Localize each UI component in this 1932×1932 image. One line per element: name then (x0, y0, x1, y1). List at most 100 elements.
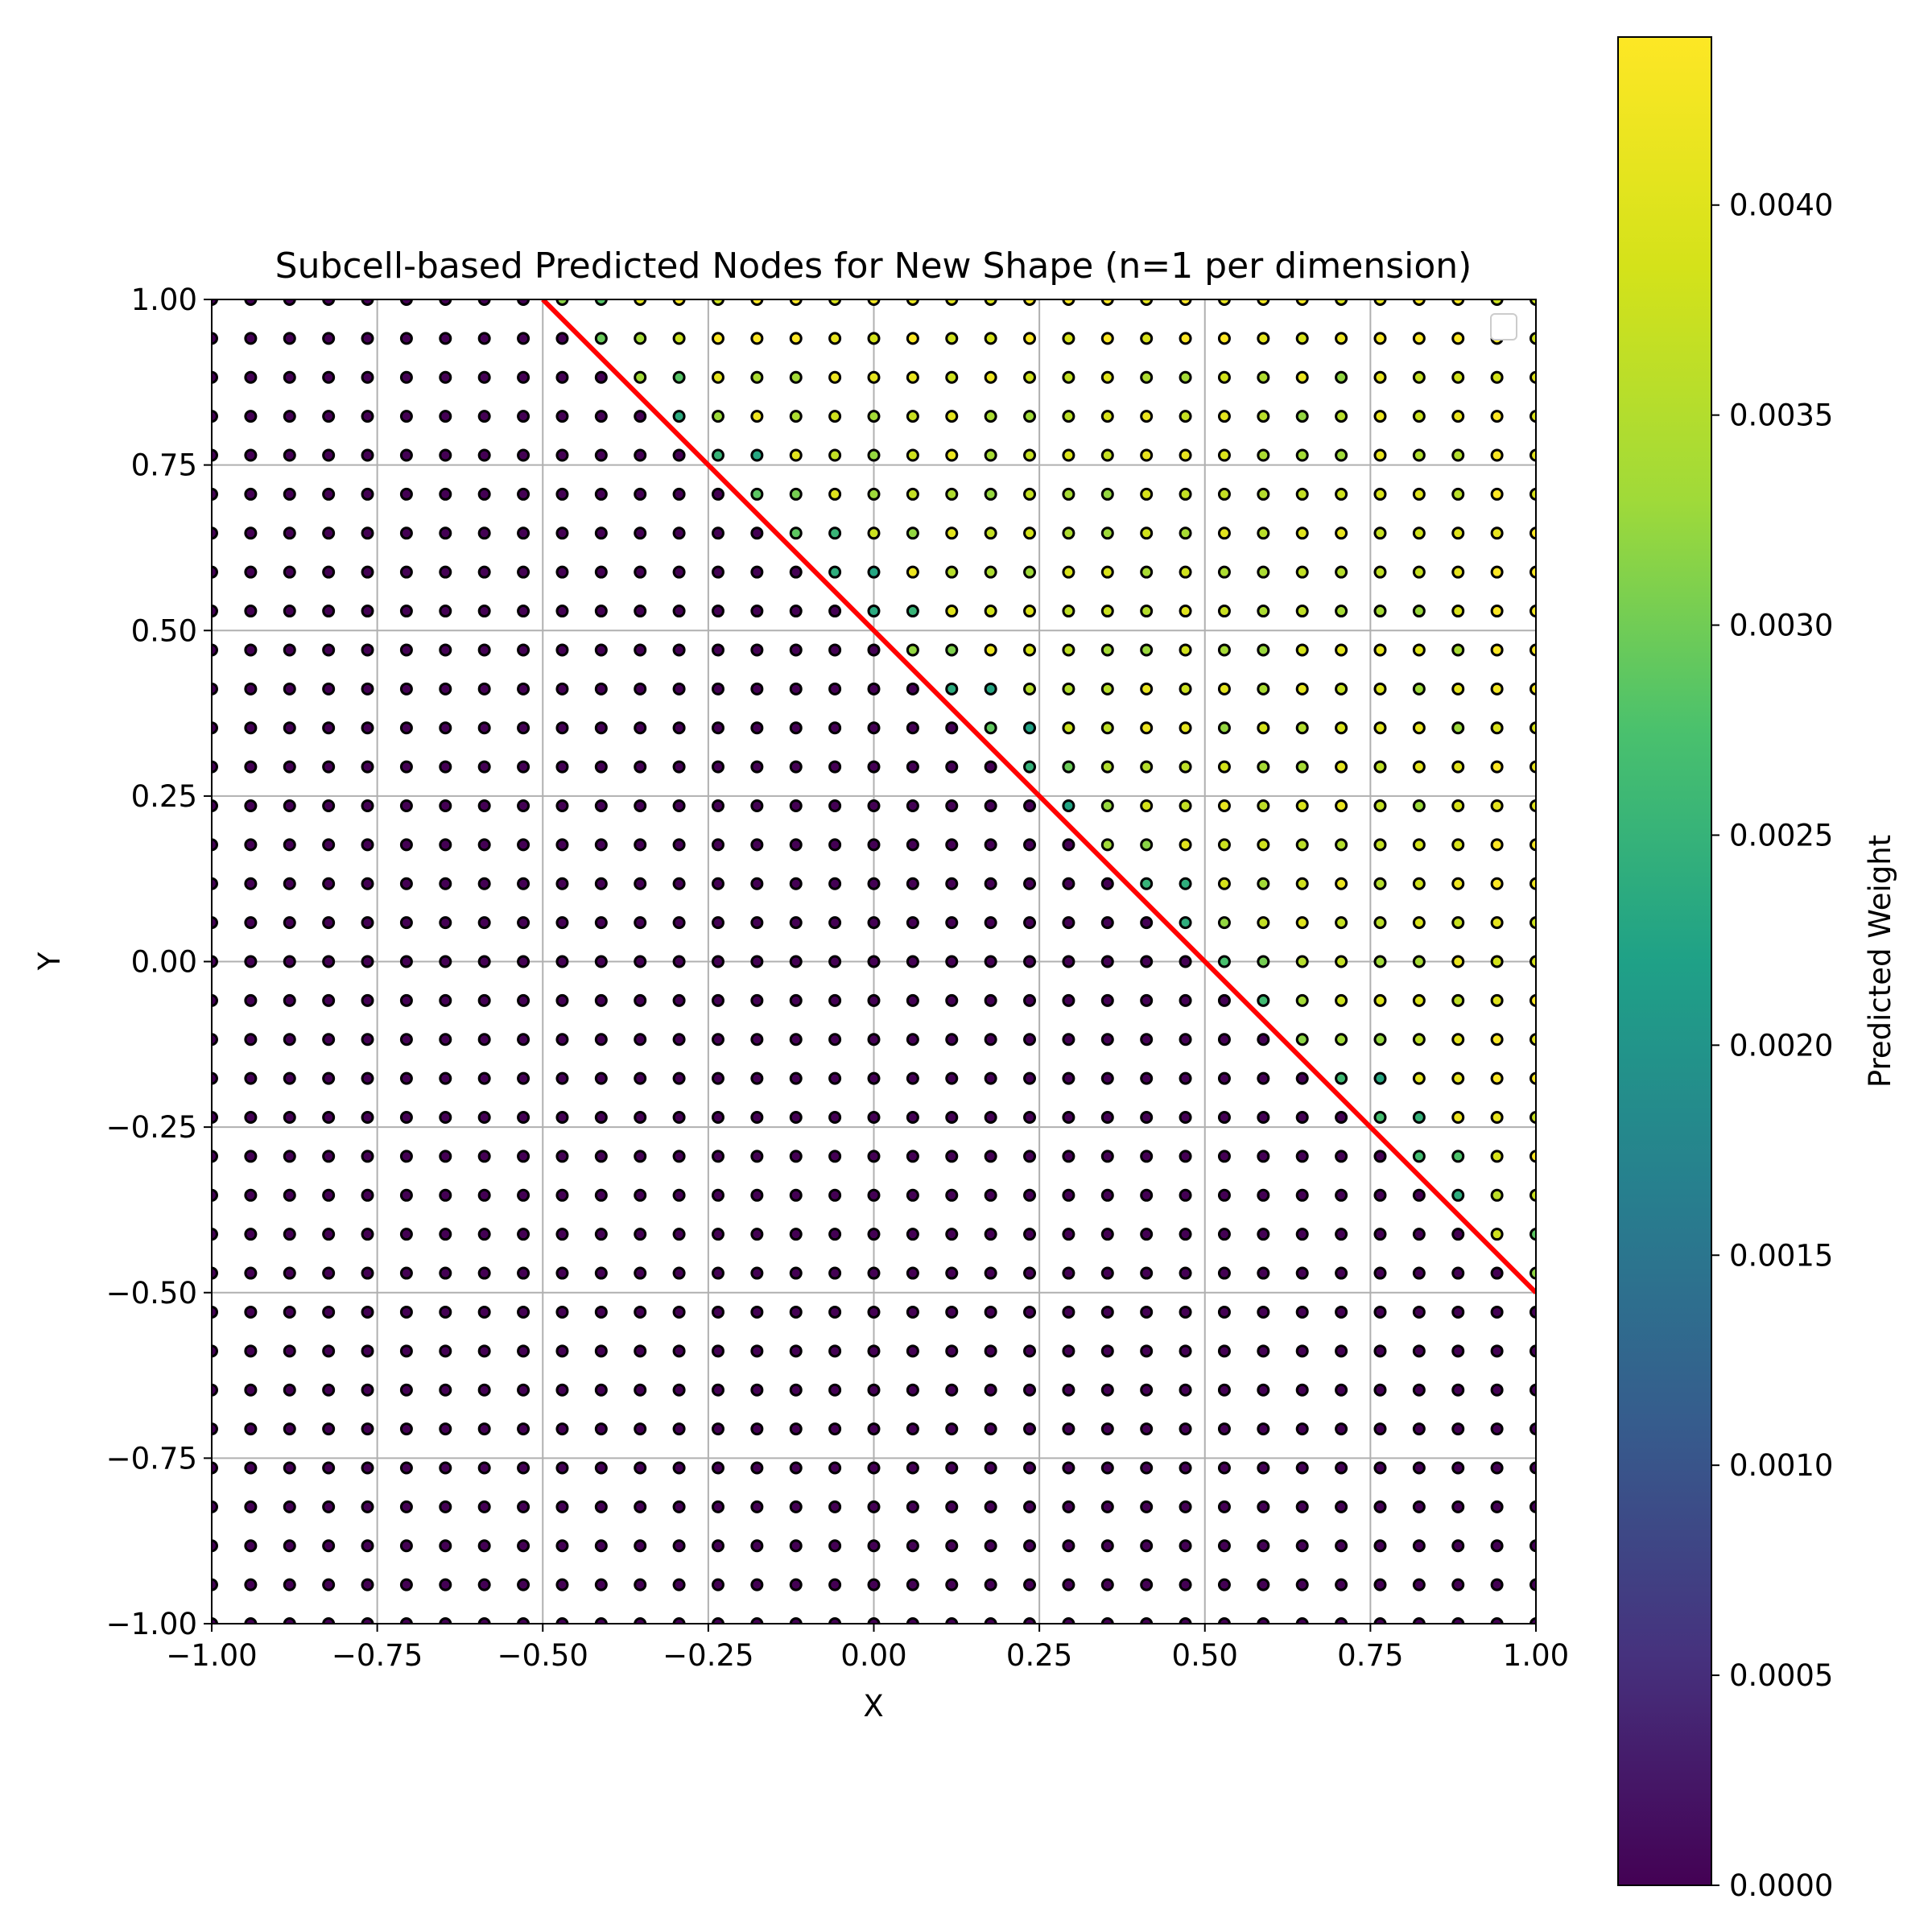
node-point (1335, 993, 1348, 1007)
node-point (517, 526, 530, 540)
node-point (477, 526, 491, 540)
node-point (477, 721, 491, 735)
node-point (1412, 643, 1426, 657)
node-point (1023, 1150, 1037, 1163)
node-point (477, 565, 491, 579)
node-point (1373, 1188, 1387, 1202)
node-point (439, 799, 452, 812)
node-point (283, 1422, 296, 1436)
node-point (283, 955, 296, 968)
node-point (1530, 1461, 1536, 1475)
node-point (1530, 1188, 1536, 1202)
node-point (672, 916, 686, 930)
node-point (517, 799, 530, 812)
node-point (244, 955, 258, 968)
node-point (1335, 410, 1348, 423)
node-point (711, 760, 724, 774)
node-point (1062, 955, 1075, 968)
node-point (1062, 799, 1075, 812)
node-point (672, 1383, 686, 1397)
node-point (711, 299, 724, 306)
node-point (1100, 993, 1114, 1007)
node-point (867, 1617, 881, 1624)
node-point (1179, 1188, 1192, 1202)
node-point (1295, 916, 1309, 930)
node-point (322, 993, 336, 1007)
x-axis-label: X (863, 1689, 883, 1724)
node-point (1412, 565, 1426, 579)
node-point (555, 1071, 569, 1085)
node-point (1062, 877, 1075, 890)
node-point (828, 916, 842, 930)
node-point (439, 955, 452, 968)
node-point (867, 1111, 881, 1125)
node-point (1335, 1228, 1348, 1241)
node-point (283, 682, 296, 696)
node-point (1179, 1071, 1192, 1085)
colorbar-tick-label: 0.0015 (1729, 1238, 1833, 1273)
node-point (828, 955, 842, 968)
node-point (212, 605, 218, 618)
node-point (1140, 1578, 1154, 1591)
node-point (399, 605, 413, 618)
node-point (361, 1266, 374, 1280)
node-point (750, 370, 764, 384)
node-point (477, 299, 491, 306)
node-point (244, 565, 258, 579)
node-point (555, 838, 569, 852)
node-point (1335, 1539, 1348, 1553)
node-point (1217, 1071, 1231, 1085)
node-point (984, 1033, 997, 1046)
x-tick-label: 0.25 (1006, 1638, 1072, 1673)
node-point (828, 370, 842, 384)
node-point (1335, 1578, 1348, 1591)
node-point (828, 1111, 842, 1125)
node-point (906, 448, 919, 462)
node-point (867, 1305, 881, 1319)
node-point (1217, 1188, 1231, 1202)
node-point (1373, 448, 1387, 462)
node-point (517, 838, 530, 852)
node-point (984, 838, 997, 852)
node-point (439, 838, 452, 852)
node-point (1179, 877, 1192, 890)
node-point (984, 487, 997, 501)
node-point (789, 1150, 803, 1163)
node-point (399, 370, 413, 384)
node-point (1062, 1422, 1075, 1436)
node-point (711, 1150, 724, 1163)
node-point (1530, 721, 1536, 735)
node-point (1179, 332, 1192, 345)
node-point (906, 1111, 919, 1125)
node-point (984, 1461, 997, 1475)
node-point (828, 565, 842, 579)
node-point (244, 1422, 258, 1436)
node-point (477, 643, 491, 657)
node-point (1373, 838, 1387, 852)
node-point (517, 1228, 530, 1241)
node-point (1023, 877, 1037, 890)
node-point (1257, 643, 1270, 657)
node-point (1530, 370, 1536, 384)
node-point (1062, 1383, 1075, 1397)
node-point (906, 605, 919, 618)
node-point (322, 1033, 336, 1046)
y-tick-label: −0.75 (106, 1441, 197, 1476)
node-point (283, 370, 296, 384)
node-point (1023, 370, 1037, 384)
node-point (672, 526, 686, 540)
node-point (555, 1150, 569, 1163)
node-point (672, 299, 686, 306)
node-point (1412, 1111, 1426, 1125)
node-point (1062, 526, 1075, 540)
y-tick-label: 0.75 (131, 448, 197, 483)
node-point (789, 1188, 803, 1202)
node-point (283, 299, 296, 306)
node-point (1217, 487, 1231, 501)
node-point (244, 487, 258, 501)
node-point (1373, 682, 1387, 696)
node-point (634, 487, 647, 501)
node-point (828, 721, 842, 735)
node-point (361, 448, 374, 462)
node-point (1179, 410, 1192, 423)
